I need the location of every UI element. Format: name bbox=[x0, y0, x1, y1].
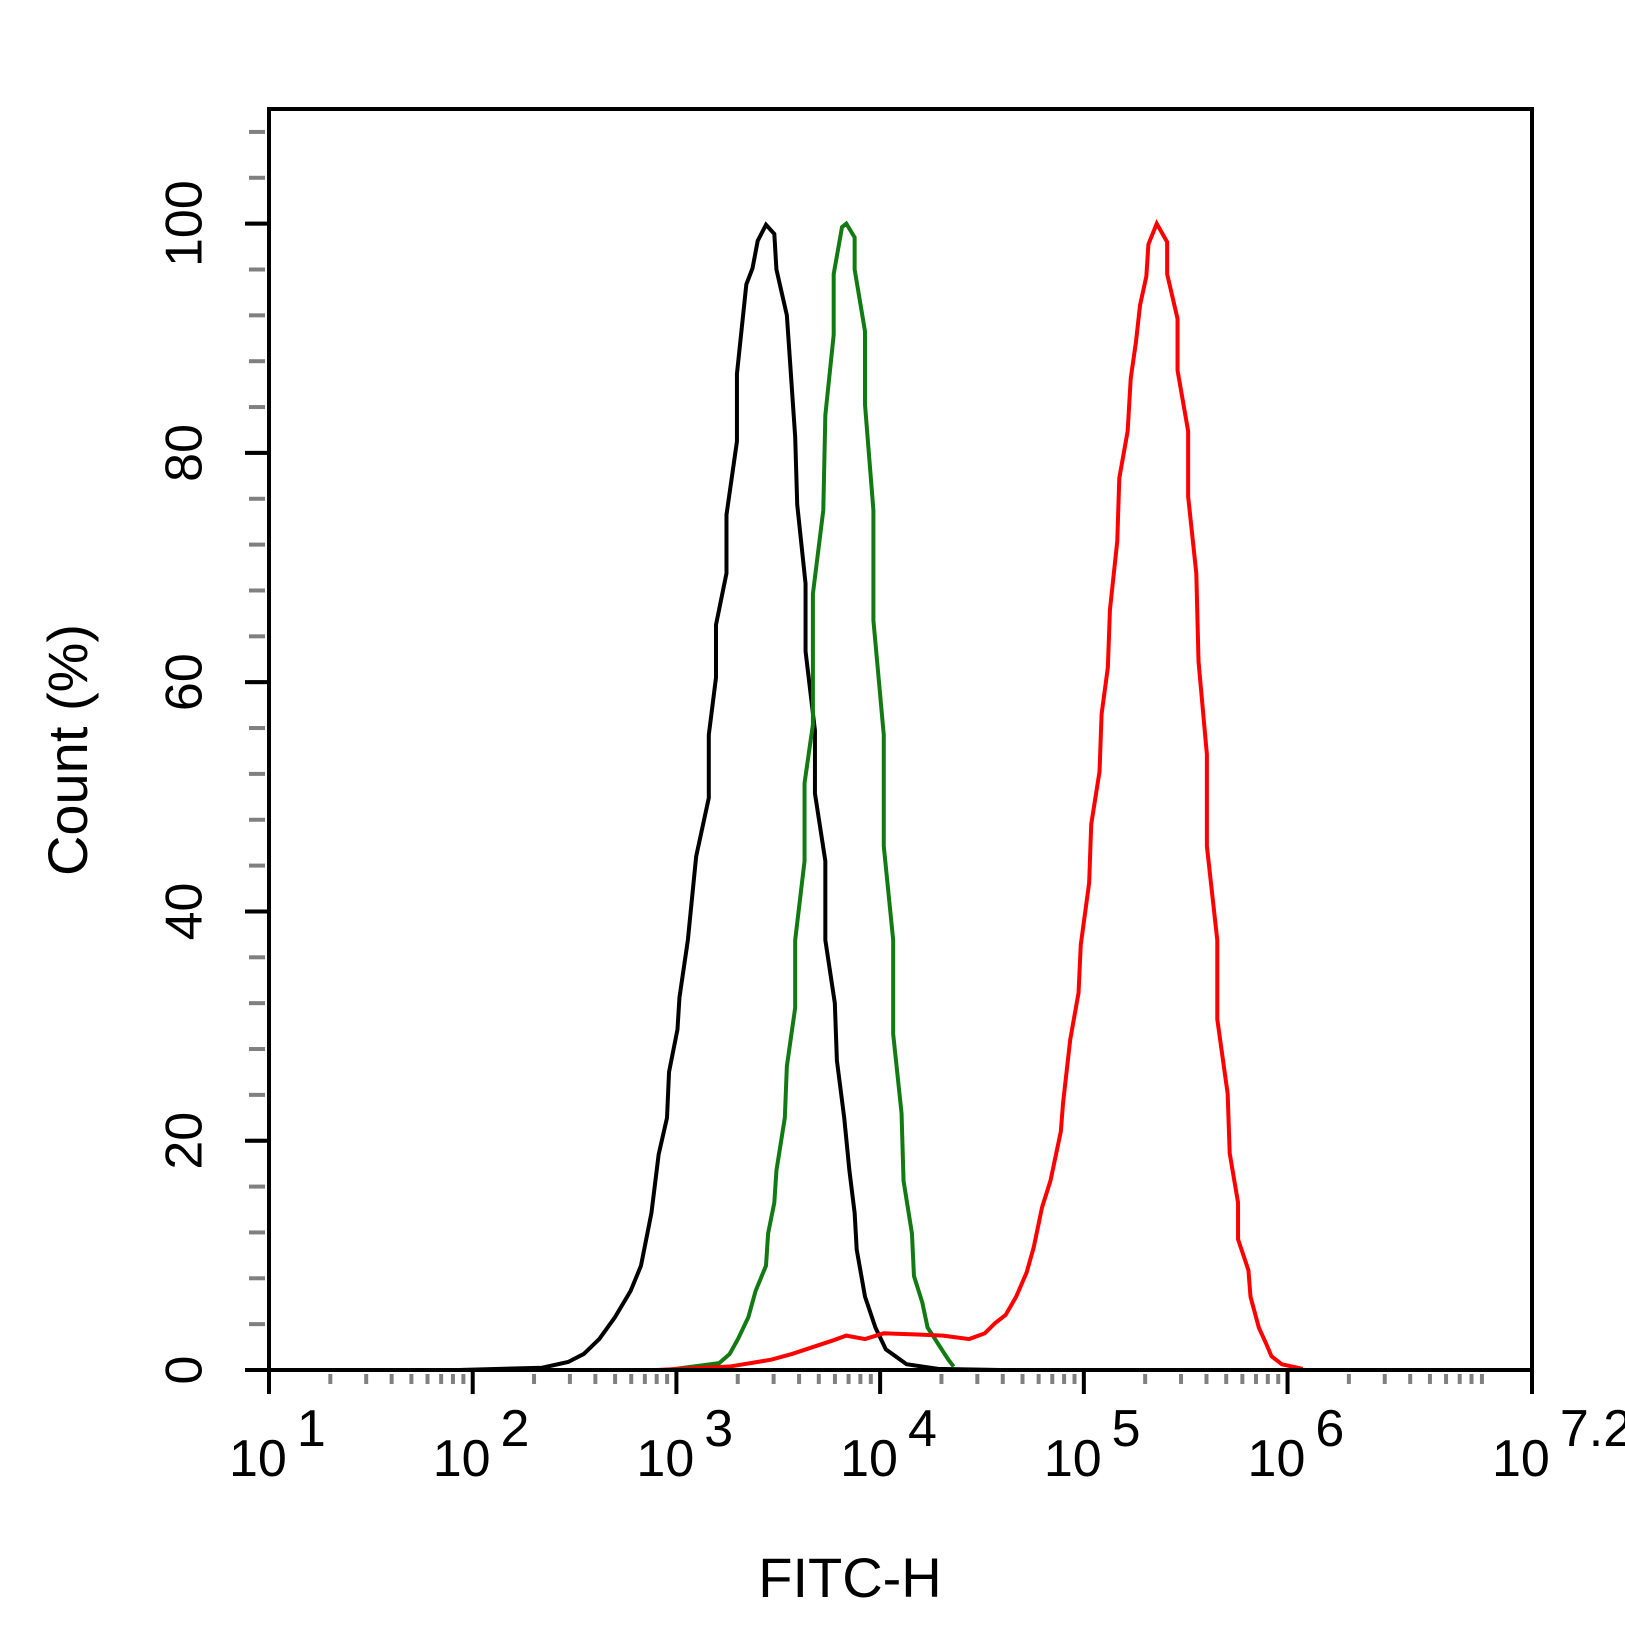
x-tick-label: 106 bbox=[1248, 1400, 1345, 1488]
y-tick-label: 20 bbox=[156, 1112, 214, 1170]
y-tick-label: 80 bbox=[156, 424, 214, 482]
y-tick-label: 40 bbox=[156, 883, 214, 941]
y-tick-label: 60 bbox=[156, 653, 214, 711]
x-tick-power: 5 bbox=[1112, 1400, 1141, 1458]
y-tick-label: 100 bbox=[156, 180, 214, 267]
x-tick-label: 103 bbox=[636, 1400, 733, 1488]
x-tick-label: 107.2 bbox=[1492, 1400, 1625, 1488]
x-tick-power: 2 bbox=[501, 1400, 530, 1458]
x-tick-power: 1 bbox=[297, 1400, 326, 1458]
x-tick-base: 10 bbox=[229, 1430, 287, 1488]
x-tick-label: 102 bbox=[433, 1400, 530, 1488]
y-axis-label: Count (%) bbox=[36, 624, 99, 876]
x-tick-power: 3 bbox=[704, 1400, 733, 1458]
x-tick-base: 10 bbox=[1492, 1430, 1550, 1488]
x-tick-label: 101 bbox=[229, 1400, 326, 1488]
x-tick-base: 10 bbox=[840, 1430, 898, 1488]
histogram-line bbox=[666, 220, 956, 1372]
x-tick-power: 4 bbox=[908, 1400, 937, 1458]
x-tick-base: 10 bbox=[636, 1430, 694, 1488]
x-tick-label: 104 bbox=[840, 1400, 937, 1488]
x-tick-base: 10 bbox=[1044, 1430, 1102, 1488]
histogram-line bbox=[656, 219, 1304, 1372]
x-axis-label: FITC-H bbox=[758, 1546, 942, 1609]
x-tick-label: 105 bbox=[1044, 1400, 1141, 1488]
x-tick-power: 7.2 bbox=[1560, 1400, 1625, 1458]
x-tick-base: 10 bbox=[1248, 1430, 1306, 1488]
x-tick-power: 6 bbox=[1315, 1400, 1344, 1458]
histogram-line bbox=[458, 221, 1001, 1372]
y-tick-label: 0 bbox=[156, 1356, 214, 1385]
x-tick-base: 10 bbox=[433, 1430, 491, 1488]
plot-frame bbox=[267, 107, 1534, 1372]
